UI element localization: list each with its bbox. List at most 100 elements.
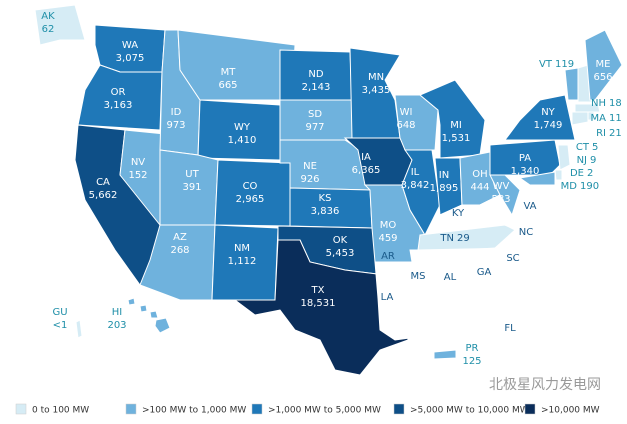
state-value: 391 xyxy=(182,182,201,193)
state-name: AR xyxy=(381,251,395,262)
state-shape xyxy=(554,169,563,181)
state-value: 665 xyxy=(218,80,237,91)
state-name: KS xyxy=(319,193,332,204)
state-name: AL xyxy=(444,272,457,283)
state-value: 152 xyxy=(128,170,147,181)
state-value: 203 xyxy=(107,320,126,331)
state-name: MO xyxy=(380,220,397,231)
state-name: GA xyxy=(477,267,492,278)
state-name: NV xyxy=(131,157,145,168)
state-name: NE xyxy=(303,161,317,172)
state-shape xyxy=(504,94,576,141)
state-shape xyxy=(461,247,511,313)
state-shape xyxy=(433,349,457,360)
legend-swatch xyxy=(393,403,405,415)
state-shape xyxy=(409,249,433,316)
state-value: 1,340 xyxy=(511,166,540,177)
state-shape xyxy=(127,297,136,306)
legend-swatch xyxy=(251,403,263,415)
state-name: OR xyxy=(111,87,126,98)
state-name: LA xyxy=(381,292,394,303)
state-shape xyxy=(489,174,521,217)
state-value: 11 xyxy=(609,113,622,124)
state-name: VT xyxy=(539,59,553,70)
state-value: 2,965 xyxy=(236,194,265,205)
state-shape xyxy=(77,64,163,131)
state-shape xyxy=(34,4,86,46)
state-name: MD xyxy=(561,181,578,192)
state-shape xyxy=(139,304,148,313)
state-value: 2,143 xyxy=(302,82,331,93)
state-name: NY xyxy=(541,107,555,118)
state-value: 1,410 xyxy=(228,135,257,146)
state-shape xyxy=(233,239,409,376)
state-name: FL xyxy=(504,323,516,334)
legend-swatch xyxy=(524,403,536,415)
state-shape xyxy=(584,29,623,101)
state-name: OK xyxy=(333,235,348,246)
state-name: IN xyxy=(439,170,449,181)
state-value: 459 xyxy=(378,233,397,244)
state-name: WI xyxy=(400,107,413,118)
state-name: MT xyxy=(221,67,237,78)
state-name: TX xyxy=(311,285,325,296)
state-name: DE xyxy=(570,168,584,179)
state-name: ND xyxy=(308,69,323,80)
state-shape xyxy=(571,111,589,126)
state-shape xyxy=(504,189,561,231)
state-value: 5 xyxy=(592,142,598,153)
state-name: VA xyxy=(523,201,536,212)
state-name: WV xyxy=(493,181,510,192)
state-shape xyxy=(557,144,571,171)
state-value: 1,749 xyxy=(534,120,563,131)
state-value: 21 xyxy=(609,128,622,139)
state-name: WY xyxy=(234,122,251,133)
legend-label: >100 MW to 1,000 MW xyxy=(142,406,246,416)
state-value: 3,163 xyxy=(104,100,133,111)
state-value: 1,112 xyxy=(228,256,257,267)
state-value: 5,662 xyxy=(89,190,118,201)
state-value: 5,453 xyxy=(326,248,355,259)
state-name: ID xyxy=(171,107,182,118)
state-value: 648 xyxy=(396,120,415,131)
state-name: HI xyxy=(112,307,122,318)
state-value: 18 xyxy=(609,98,622,109)
legend-label: >10,000 MW xyxy=(541,406,600,416)
state-value: 6,365 xyxy=(352,165,381,176)
legend-label: >1,000 MW to 5,000 MW xyxy=(268,406,381,416)
state-name: SD xyxy=(308,109,322,120)
watermark: 北极星风力发电网 xyxy=(489,377,601,393)
state-value: 444 xyxy=(470,182,489,193)
state-name: AK xyxy=(41,11,55,22)
state-name: MI xyxy=(450,120,462,131)
state-shape xyxy=(377,297,433,341)
state-value: 3,075 xyxy=(116,53,145,64)
state-name: CA xyxy=(96,177,110,188)
state-shape xyxy=(177,29,296,101)
state-value: 583 xyxy=(491,194,510,205)
state-name: SC xyxy=(506,253,519,264)
states xyxy=(34,4,623,376)
state-name: NH xyxy=(591,98,606,109)
state-value: 3,836 xyxy=(311,206,340,217)
state-name: NM xyxy=(234,243,250,254)
state-shape xyxy=(468,304,541,371)
state-name: MA xyxy=(591,113,607,124)
state-shape xyxy=(401,149,441,237)
state-value: 656 xyxy=(593,72,612,83)
legend-swatch xyxy=(125,403,137,415)
state-shape xyxy=(431,249,471,316)
state-shape xyxy=(518,171,556,186)
state-value: 3,842 xyxy=(401,180,430,191)
state-name: UT xyxy=(185,169,199,180)
state-shape xyxy=(279,99,353,141)
state-name: MS xyxy=(411,271,426,282)
state-value: 62 xyxy=(42,24,55,35)
state-name: MN xyxy=(368,72,384,83)
state-labels: AK 62 WA 3,075 OR 3,163 CA 5,662 NV 152 ID 973 MT 665… xyxy=(41,11,621,367)
state-name: OH xyxy=(472,169,487,180)
state-shape xyxy=(214,159,291,227)
state-name: TN xyxy=(439,233,454,244)
state-name: KY xyxy=(452,208,465,219)
state-name: RI xyxy=(596,128,606,139)
